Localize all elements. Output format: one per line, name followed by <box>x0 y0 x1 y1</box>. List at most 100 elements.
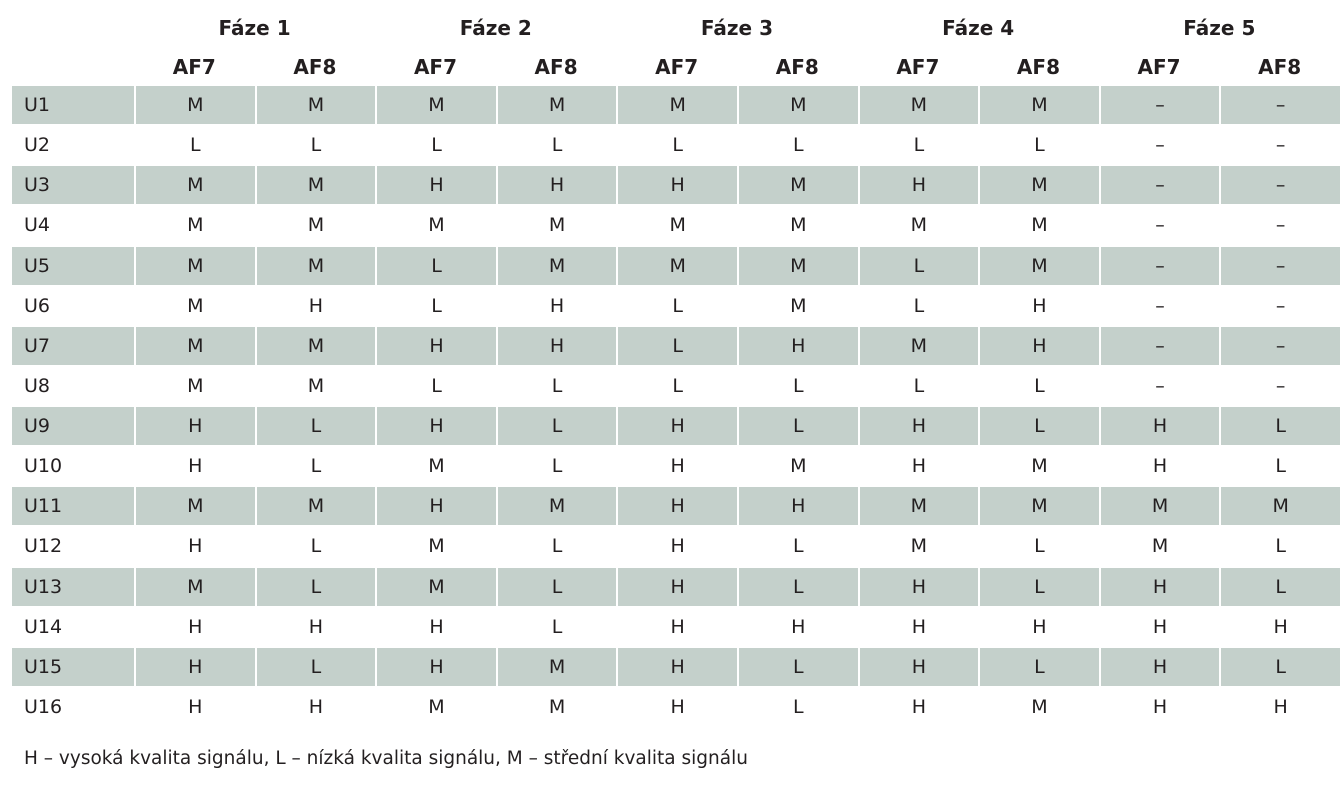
phase-header-row: Fáze 1 Fáze 2 Fáze 3 Fáze 4 Fáze 5 <box>12 8 1340 48</box>
channel-header: AF7 <box>655 55 699 79</box>
table-row: U12 H L M L H L M L M L <box>12 527 1340 568</box>
table-row: U11 M M H M H H M M M M <box>12 487 1340 528</box>
quality-cell: H <box>859 608 979 648</box>
channel-header: AF7 <box>172 55 216 79</box>
quality-cell: L <box>618 367 737 407</box>
quality-cell: M <box>136 367 255 407</box>
quality-cell: H <box>859 407 979 448</box>
quality-cell: M <box>980 688 1099 728</box>
quality-cell: L <box>738 367 858 407</box>
quality-cell: L <box>859 126 979 167</box>
quality-cell: M <box>859 487 979 528</box>
quality-cell: H <box>618 166 737 207</box>
quality-cell: M <box>738 166 858 207</box>
quality-cell: H <box>859 647 979 688</box>
quality-cell: M <box>136 86 255 127</box>
quality-cell: M <box>256 246 376 287</box>
quality-cell: M <box>377 567 496 608</box>
table-row: U9 H L H L H L H L H L <box>12 407 1340 448</box>
quality-cell: L <box>980 407 1099 448</box>
quality-cell: H <box>1100 688 1220 728</box>
quality-cell: – <box>1100 206 1220 247</box>
signal-quality-table: Fáze 1 Fáze 2 Fáze 3 Fáze 4 Fáze 5 AF7 A… <box>12 8 1340 728</box>
row-label: U14 <box>12 608 134 648</box>
quality-cell: L <box>256 126 376 167</box>
table-row: U15 H L H M H L H L H L <box>12 647 1340 688</box>
quality-cell: M <box>980 447 1099 488</box>
quality-cell: H <box>1221 688 1340 728</box>
quality-cell: H <box>1221 608 1340 648</box>
quality-cell: M <box>377 527 496 568</box>
quality-cell: M <box>377 206 496 247</box>
quality-cell: M <box>1100 527 1220 568</box>
quality-cell: L <box>618 326 737 367</box>
quality-cell: L <box>738 567 858 608</box>
quality-cell: H <box>136 407 255 448</box>
quality-cell: M <box>256 487 376 528</box>
row-label: U12 <box>12 527 134 568</box>
row-label: U7 <box>12 326 134 367</box>
quality-cell: H <box>618 647 737 688</box>
quality-cell: H <box>136 688 255 728</box>
table-row: U7 M M H H L H M H – – <box>12 326 1340 367</box>
row-label: U9 <box>12 407 134 448</box>
table-footnote: H – vysoká kvalita signálu, L – nízká kv… <box>24 748 748 769</box>
quality-cell: L <box>497 407 617 448</box>
row-label: U11 <box>12 487 134 528</box>
row-label: U1 <box>12 86 134 127</box>
channel-header: AF7 <box>896 55 940 79</box>
quality-cell: M <box>377 688 496 728</box>
quality-cell: H <box>738 326 858 367</box>
row-label: U3 <box>12 166 134 207</box>
quality-cell: H <box>618 407 737 448</box>
quality-cell: L <box>980 527 1099 568</box>
header-corner <box>12 48 134 86</box>
table-row: U6 M H L H L M L H – – <box>12 287 1340 327</box>
quality-cell: M <box>859 326 979 367</box>
quality-cell: H <box>497 166 617 207</box>
quality-cell: L <box>618 287 737 327</box>
quality-cell: – <box>1221 326 1340 367</box>
quality-cell: L <box>1221 527 1340 568</box>
quality-cell: H <box>136 527 255 568</box>
quality-cell: – <box>1100 287 1220 327</box>
quality-cell: M <box>136 487 255 528</box>
table-row: U1 M M M M M M M M – – <box>12 86 1340 127</box>
quality-cell: – <box>1100 126 1220 167</box>
quality-cell: M <box>497 688 617 728</box>
quality-cell: L <box>859 246 979 287</box>
quality-cell: H <box>618 608 737 648</box>
quality-cell: L <box>1221 567 1340 608</box>
quality-cell: M <box>256 166 376 207</box>
quality-cell: H <box>377 647 496 688</box>
channel-header: AF8 <box>534 55 578 79</box>
quality-cell: L <box>738 688 858 728</box>
quality-cell: L <box>497 567 617 608</box>
quality-cell: M <box>1100 487 1220 528</box>
quality-cell: H <box>859 447 979 488</box>
quality-cell: M <box>497 206 617 247</box>
channel-header: AF8 <box>775 55 819 79</box>
quality-cell: M <box>256 367 376 407</box>
quality-cell: M <box>136 567 255 608</box>
table-row: U5 M M L M M M L M – – <box>12 246 1340 287</box>
table-row: U2 L L L L L L L L – – <box>12 126 1340 167</box>
quality-cell: M <box>980 246 1099 287</box>
row-label: U6 <box>12 287 134 327</box>
quality-cell: L <box>497 367 617 407</box>
quality-cell: M <box>618 206 737 247</box>
channel-header: AF8 <box>1258 55 1302 79</box>
table-row: U10 H L M L H M H M H L <box>12 447 1340 488</box>
quality-cell: H <box>1100 567 1220 608</box>
quality-cell: H <box>136 447 255 488</box>
row-label: U4 <box>12 206 134 247</box>
quality-cell: L <box>859 367 979 407</box>
quality-cell: H <box>1100 647 1220 688</box>
quality-cell: M <box>136 326 255 367</box>
quality-cell: – <box>1221 287 1340 327</box>
quality-cell: L <box>377 287 496 327</box>
table-row: U4 M M M M M M M M – – <box>12 206 1340 247</box>
quality-cell: H <box>618 447 737 488</box>
quality-cell: L <box>136 126 255 167</box>
table-row: U13 M L M L H L H L H L <box>12 567 1340 608</box>
